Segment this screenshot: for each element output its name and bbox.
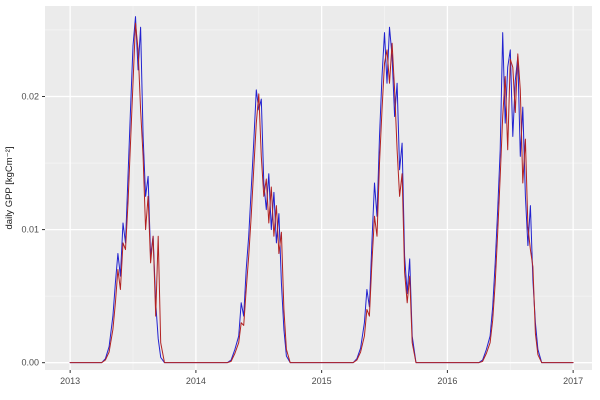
y-tick-label: 0.01 <box>21 225 39 235</box>
y-tick-label: 0.02 <box>21 92 39 102</box>
major-gridlines <box>45 6 592 370</box>
x-tick-label: 2013 <box>60 376 80 386</box>
x-tick-label: 2016 <box>437 376 457 386</box>
red-line <box>69 22 574 364</box>
y-tick-label: 0.00 <box>21 358 39 368</box>
x-tick-label: 2014 <box>186 376 206 386</box>
axis-ticks <box>42 96 574 373</box>
x-tick-label: 2017 <box>563 376 583 386</box>
series-lines <box>69 16 574 364</box>
y-axis-label: daily GPP [kgCm⁻²] <box>4 147 15 230</box>
x-tick-label: 2015 <box>312 376 332 386</box>
axis-tick-labels: 2013 2014 2015 2016 2017 0.00 0.01 0.02 <box>21 92 583 386</box>
plot-panel <box>45 6 592 370</box>
